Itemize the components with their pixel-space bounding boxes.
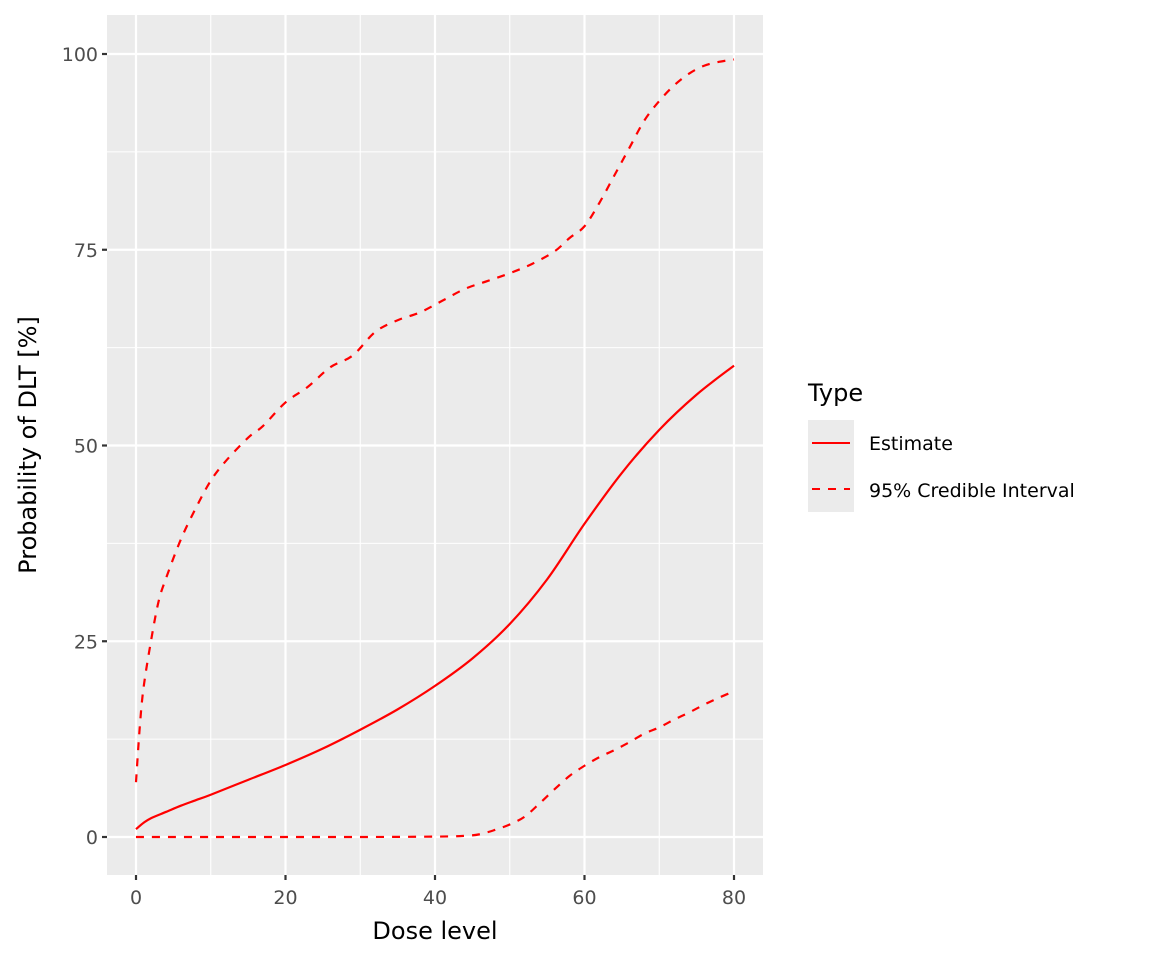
legend-key-background bbox=[808, 420, 854, 512]
series-lines bbox=[134, 58, 735, 839]
y-tick-label: 75 bbox=[74, 240, 98, 262]
x-tick-label: 80 bbox=[722, 887, 746, 909]
legend-title: Type bbox=[807, 379, 863, 407]
y-tick-label: 25 bbox=[74, 631, 98, 653]
x-axis: 0 20 40 60 80 bbox=[130, 875, 746, 909]
major-gridlines bbox=[107, 15, 763, 875]
x-tick-label: 60 bbox=[572, 887, 596, 909]
y-tick-label: 50 bbox=[74, 436, 98, 458]
y-tick-label: 100 bbox=[62, 44, 98, 66]
legend-label-estimate: Estimate bbox=[869, 433, 953, 455]
x-tick-label: 20 bbox=[273, 887, 297, 909]
y-axis: 0 25 50 75 100 bbox=[62, 44, 107, 849]
legend: Type Estimate 95% Credible Interval bbox=[807, 379, 1075, 512]
legend-label-interval: 95% Credible Interval bbox=[869, 480, 1075, 502]
estimate-line bbox=[135, 364, 735, 831]
lower-credible-interval-line bbox=[136, 690, 735, 839]
x-tick-label: 0 bbox=[130, 887, 142, 909]
y-tick-label: 0 bbox=[86, 827, 98, 849]
y-axis-title: Probability of DLT [%] bbox=[14, 316, 42, 574]
x-tick-label: 40 bbox=[423, 887, 447, 909]
x-axis-title: Dose level bbox=[372, 917, 497, 945]
